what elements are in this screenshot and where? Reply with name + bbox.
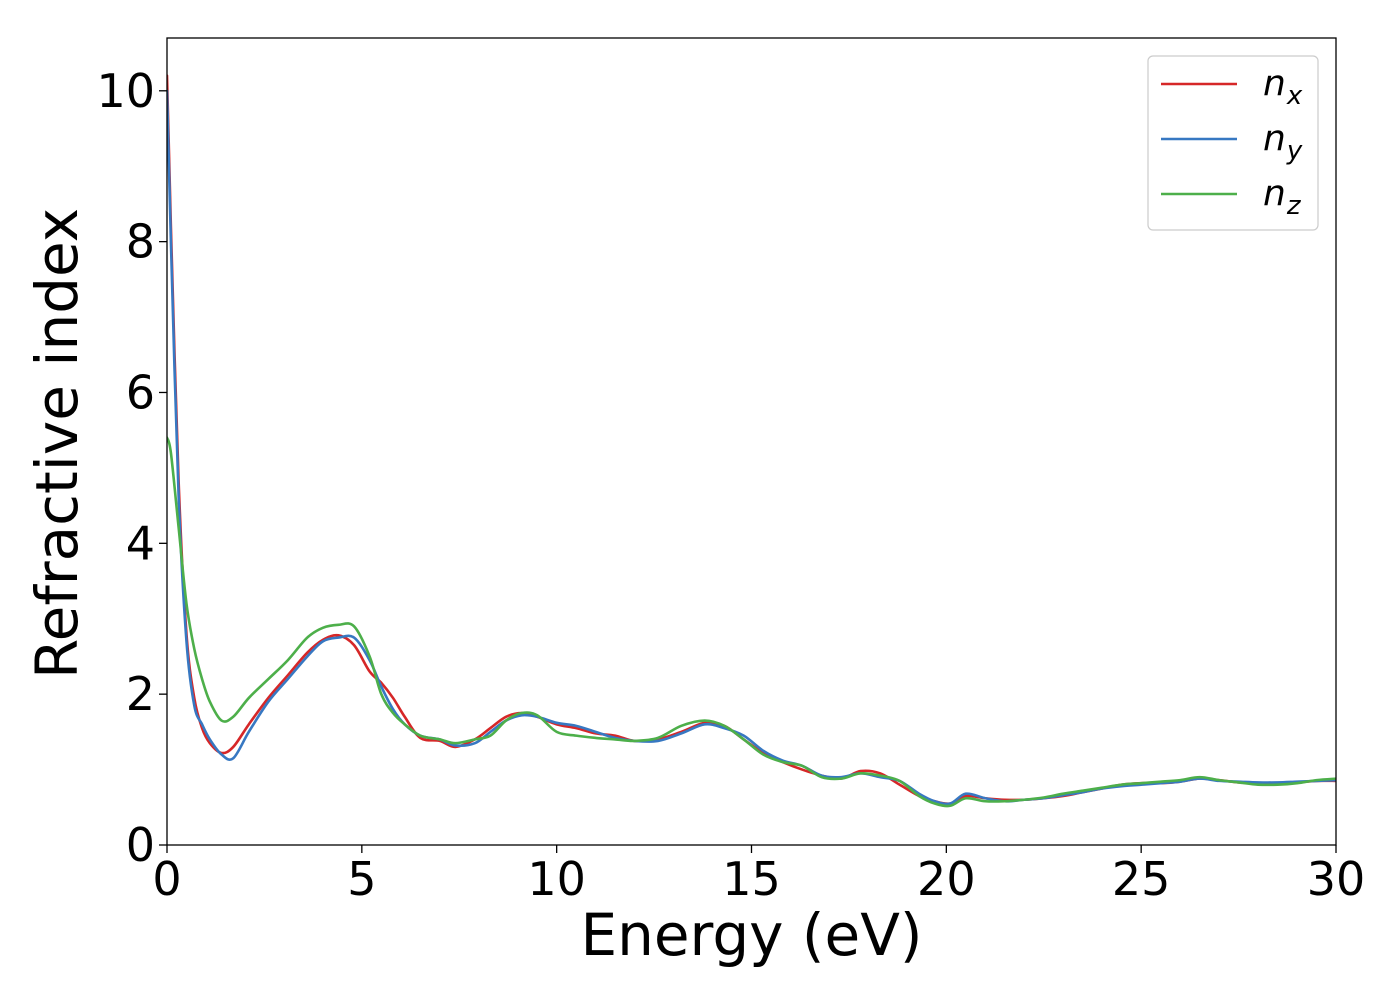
x-tick-label: 10 bbox=[527, 852, 586, 906]
series-line-n-z bbox=[167, 436, 1336, 808]
legend-label: nz bbox=[1263, 173, 1302, 221]
legend-item: nz bbox=[1161, 173, 1302, 221]
y-tick-label: 0 bbox=[126, 818, 155, 872]
legend-label-subscript: y bbox=[1286, 136, 1303, 166]
y-tick-label: 10 bbox=[96, 64, 155, 118]
x-tick-label: 0 bbox=[152, 852, 181, 906]
x-axis-title: Energy (eV) bbox=[580, 901, 922, 969]
y-tick-label: 6 bbox=[126, 365, 155, 419]
x-tick-label: 15 bbox=[722, 852, 781, 906]
x-axis: 0 5 10 15 20 25 30 bbox=[152, 845, 1365, 906]
legend-box bbox=[1147, 55, 1319, 231]
legend-label-base: n bbox=[1263, 118, 1286, 159]
legend-item: ny bbox=[1161, 118, 1303, 166]
x-tick-label: 30 bbox=[1307, 852, 1366, 906]
x-tick-label: 20 bbox=[917, 852, 976, 906]
y-tick-label: 8 bbox=[126, 215, 155, 269]
legend-label-base: n bbox=[1263, 63, 1286, 104]
legend-label: ny bbox=[1263, 118, 1303, 166]
x-tick-label: 25 bbox=[1112, 852, 1171, 906]
x-tick-label: 5 bbox=[347, 852, 376, 906]
legend-label: nx bbox=[1263, 63, 1303, 111]
y-axis-title: Refractive index bbox=[23, 208, 91, 679]
legend-label-subscript: z bbox=[1286, 191, 1302, 221]
y-axis: 0 2 4 6 8 10 bbox=[96, 64, 167, 872]
legend-item: nx bbox=[1161, 63, 1303, 111]
series-layer bbox=[167, 74, 1336, 808]
legend-label-subscript: x bbox=[1286, 81, 1303, 111]
y-tick-label: 2 bbox=[126, 667, 155, 721]
legend-label-base: n bbox=[1263, 173, 1286, 214]
y-tick-label: 4 bbox=[126, 516, 155, 570]
